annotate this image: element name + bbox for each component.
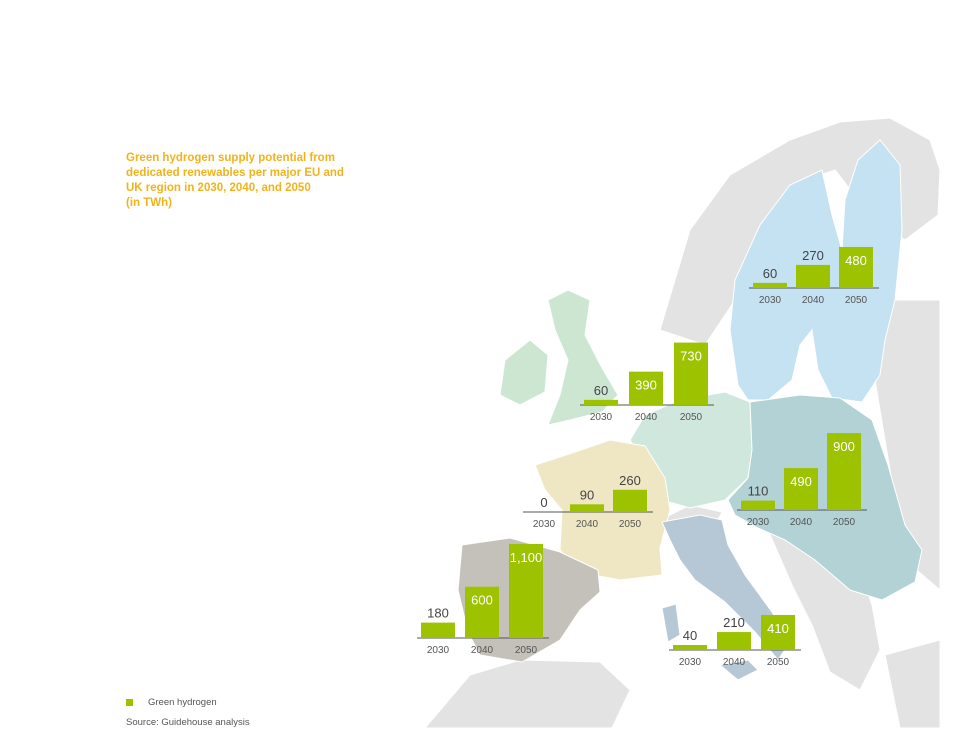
- year-tick-label: 2050: [833, 517, 856, 528]
- bar-value-label: 730: [680, 349, 702, 364]
- year-tick-label: 2030: [747, 517, 770, 528]
- bar-uk-ireland-2040: [629, 371, 663, 405]
- year-tick-label: 2040: [790, 517, 813, 528]
- region-other-land: [423, 659, 631, 729]
- bar-value-label: 900: [833, 439, 855, 454]
- bar-nordics-2030: [753, 282, 787, 288]
- region-sicily: [718, 659, 759, 681]
- bar-value-label: 110: [748, 484, 769, 499]
- year-tick-label: 2040: [635, 412, 658, 423]
- bar-value-label: 490: [790, 474, 812, 489]
- bar-italy-2030: [673, 645, 707, 650]
- bar-value-label: 390: [635, 378, 657, 393]
- year-tick-label: 2040: [471, 645, 494, 656]
- bar-value-label: 60: [594, 383, 608, 398]
- bar-value-label: 90: [580, 487, 594, 502]
- bar-value-label: 40: [683, 628, 697, 643]
- title-line: UK region in 2030, 2040, and 2050: [126, 182, 311, 194]
- year-tick-label: 2040: [802, 295, 825, 306]
- bar-italy-2050: [761, 614, 795, 650]
- region-eastern-europe: [727, 394, 923, 601]
- legend-label: Green hydrogen: [148, 697, 217, 708]
- year-tick-label: 2030: [533, 519, 556, 530]
- bar-value-label: 270: [802, 248, 824, 263]
- title-line: dedicated renewables per major EU and: [126, 167, 344, 179]
- bar-groups: 60 2030 270 2040 480 2050 60 2030 390 2040 730 2050…: [417, 246, 879, 668]
- year-tick-label: 2030: [759, 295, 782, 306]
- year-tick-label: 2050: [845, 295, 868, 306]
- bar-france-2040: [570, 504, 604, 512]
- bar-group-iberia: 180 2030 600 2040 1,100 2050: [417, 543, 549, 656]
- bar-value-label: 600: [471, 593, 493, 608]
- year-tick-label: 2050: [767, 657, 790, 668]
- bar-nordics-2050: [839, 246, 873, 288]
- bar-group-france: 0 2030 90 2040 260 2050: [523, 473, 653, 530]
- bar-uk-ireland-2050: [674, 342, 708, 405]
- legend: Green hydrogen: [126, 697, 217, 708]
- bar-value-label: 210: [723, 615, 745, 630]
- title-line: (in TWh): [126, 197, 172, 209]
- year-tick-label: 2030: [679, 657, 702, 668]
- bar-uk-ireland-2030: [584, 399, 618, 405]
- region-other-land: [884, 639, 941, 729]
- bar-eastern-europe-2050: [827, 433, 861, 510]
- bar-value-label: 480: [845, 253, 867, 268]
- legend-swatch: [126, 699, 133, 706]
- year-tick-label: 2050: [515, 645, 538, 656]
- bar-value-label: 1,100: [510, 550, 543, 565]
- bar-nordics-2040: [796, 264, 830, 288]
- region-ireland: [499, 339, 549, 406]
- title-line: Green hydrogen supply potential from: [126, 152, 335, 164]
- bar-value-label: 260: [619, 473, 641, 488]
- chart-title: Green hydrogen supply potential from ded…: [126, 151, 386, 211]
- bar-iberia-2050: [509, 543, 543, 638]
- bar-eastern-europe-2040: [784, 468, 818, 510]
- bar-value-label: 410: [767, 621, 789, 636]
- bar-italy-2040: [717, 632, 751, 650]
- bar-eastern-europe-2030: [741, 500, 775, 510]
- bar-group-italy: 40 2030 210 2040 410 2050: [669, 614, 801, 668]
- region-uk-great-britain: [547, 289, 619, 426]
- bar-iberia-2040: [465, 586, 499, 638]
- region-sardinia: [661, 603, 681, 643]
- bar-group-uk-ireland: 60 2030 390 2040 730 2050: [580, 342, 714, 423]
- year-tick-label: 2050: [619, 519, 642, 530]
- bar-value-label: 60: [763, 266, 777, 281]
- bar-group-nordics: 60 2030 270 2040 480 2050: [749, 246, 879, 306]
- region-italy: [661, 514, 791, 661]
- year-tick-label: 2030: [427, 645, 450, 656]
- year-tick-label: 2050: [680, 412, 703, 423]
- year-tick-label: 2030: [590, 412, 613, 423]
- bar-value-label: 180: [427, 606, 449, 621]
- bar-group-eastern-europe: 110 2030 490 2040 900 2050: [737, 433, 867, 528]
- bar-value-label: 0: [540, 495, 547, 510]
- bar-france-2050: [613, 489, 647, 512]
- source-note: Source: Guidehouse analysis: [126, 717, 250, 728]
- year-tick-label: 2040: [723, 657, 746, 668]
- year-tick-label: 2040: [576, 519, 599, 530]
- bar-iberia-2030: [421, 622, 455, 638]
